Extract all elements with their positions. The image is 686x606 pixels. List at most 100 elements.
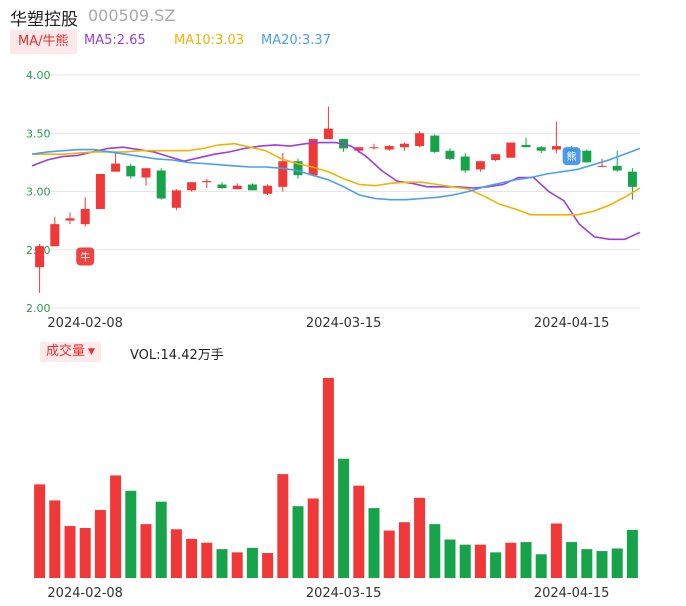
volume-bar [34, 484, 46, 578]
ma5-line [31, 141, 641, 241]
volume-bar [383, 530, 395, 578]
candle-body [202, 181, 212, 183]
candle-body [612, 165, 622, 171]
candle-body [293, 161, 303, 176]
volume-bar [140, 524, 152, 578]
volume-bar [535, 554, 547, 578]
volume-bar [79, 527, 91, 578]
volume-bar [581, 549, 593, 578]
ma5-label: MA5:2.65 [84, 33, 146, 48]
volume-bar [459, 544, 471, 578]
volume-bar [292, 506, 304, 578]
x-axis-date: 2024-03-15 [306, 316, 382, 331]
volume-bar [505, 542, 517, 578]
volume-bar [474, 544, 486, 578]
volume-bar [520, 542, 532, 578]
candle-body [247, 184, 257, 191]
volume-selector-button[interactable]: 成交量 ▼ [40, 342, 101, 362]
volume-bar [110, 475, 122, 578]
marker-label: 熊 [567, 150, 577, 163]
volume-selector-label: 成交量 [46, 344, 86, 359]
candle-body [156, 170, 166, 199]
candle-body [369, 147, 379, 149]
volume-bar [262, 552, 274, 578]
candle-body [415, 133, 425, 147]
candle-body [521, 144, 531, 148]
volume-bar [626, 529, 638, 578]
ma10-line [32, 142, 641, 216]
volume-bar [444, 539, 456, 578]
candle-body [35, 246, 45, 268]
candle-body [536, 147, 546, 151]
volume-bar [64, 526, 76, 578]
candle-body [65, 218, 75, 221]
stock-code: 000509.SZ [88, 6, 176, 25]
candle-body [217, 184, 227, 189]
candle-body [278, 161, 288, 187]
volume-bar [186, 538, 198, 578]
candle-body [354, 147, 364, 151]
volume-bar [398, 522, 410, 578]
candle-body [399, 143, 409, 148]
candle-body [445, 150, 455, 159]
volume-bar [338, 458, 350, 578]
y-tick-label: 3.00 [26, 186, 51, 199]
volume-bar [490, 552, 502, 578]
candle-body [323, 128, 333, 140]
volume-bar [277, 474, 289, 578]
volume-bar [216, 549, 228, 578]
volume-bar [94, 510, 106, 578]
volume-bar [201, 542, 213, 578]
y-tick-label: 3.50 [26, 127, 51, 140]
y-tick-label: 2.00 [26, 302, 51, 315]
volume-x-axis-date: 2024-04-15 [534, 586, 610, 601]
candle-body [80, 208, 90, 225]
candle-body [506, 142, 516, 158]
volume-bar [49, 500, 61, 578]
volume-bar [353, 485, 365, 578]
candle-body [50, 224, 60, 247]
x-axis-date: 2024-04-15 [534, 316, 610, 331]
y-tick-label: 4.00 [26, 69, 51, 82]
candle-body [308, 139, 318, 176]
volume-bar [170, 529, 182, 578]
candle-body [597, 165, 607, 167]
candle-body [232, 185, 242, 190]
volume-bar [246, 547, 258, 578]
ma20-line [31, 147, 641, 201]
volume-x-axis-date: 2024-03-15 [306, 586, 382, 601]
volume-bar [231, 552, 243, 578]
ma20-label: MA20:3.37 [261, 33, 331, 48]
volume-bar [566, 542, 578, 578]
candle-body [95, 174, 105, 209]
candle-body [171, 190, 181, 208]
ma10-label: MA10:3.03 [174, 33, 244, 48]
candle-body [111, 163, 121, 172]
volume-bar [368, 508, 380, 578]
volume-bar [429, 524, 441, 578]
volume-bar [414, 497, 426, 578]
candle-body [126, 165, 136, 177]
volume-value: VOL:14.42万手 [130, 348, 224, 363]
candle-body [582, 150, 592, 163]
volume-bar [596, 551, 608, 578]
stock-name: 华塑控股 [10, 10, 78, 30]
bear-marker [562, 147, 581, 166]
ma-selector-button[interactable]: MA/牛熊 [10, 30, 77, 54]
candle-body [430, 135, 440, 152]
candle-body [460, 156, 470, 171]
volume-x-axis-date: 2024-02-08 [47, 586, 123, 601]
x-axis-date: 2024-02-08 [47, 316, 123, 331]
candle-body [491, 154, 501, 161]
candle-body [141, 168, 151, 178]
candle-body [263, 185, 273, 194]
volume-bar [155, 501, 167, 578]
volume-bar [550, 523, 562, 578]
candle-body [187, 182, 197, 191]
caret-down-icon: ▼ [88, 347, 95, 357]
bull-marker [76, 247, 95, 266]
volume-bar [307, 498, 319, 578]
volume-bar [611, 548, 623, 578]
volume-bar [322, 377, 334, 578]
